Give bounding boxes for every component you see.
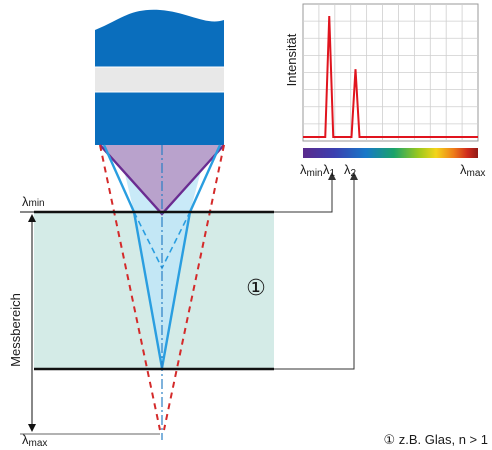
probe-head xyxy=(95,9,224,145)
leader-lambda2 xyxy=(274,178,355,370)
spectrum-chart: Intensität xyxy=(284,3,479,158)
spectrum-lambda-2: λ2 xyxy=(344,162,357,179)
lens-cone xyxy=(100,145,224,214)
red-rays xyxy=(99,144,225,431)
range-label: Messbereich xyxy=(8,293,23,367)
probe-band xyxy=(95,67,224,92)
material-marker: ① xyxy=(246,275,266,300)
footnote: ① z.B. Glas, n > 1 xyxy=(383,432,488,447)
lambda-min-left: λmin xyxy=(22,194,45,209)
leader-lambda1 xyxy=(274,178,333,213)
spectrum-lambda-max: λmax xyxy=(460,162,485,179)
spectrum-lambda-min: λmin xyxy=(300,162,323,179)
chart-ylabel: Intensität xyxy=(284,33,299,86)
spectrum-lambda-1: λ1 xyxy=(323,162,336,179)
beam-fill xyxy=(118,145,208,368)
spectrum-series-line xyxy=(303,15,478,138)
spectrum-colorbar xyxy=(303,148,478,158)
lambda-max-left: λmax xyxy=(22,432,47,449)
